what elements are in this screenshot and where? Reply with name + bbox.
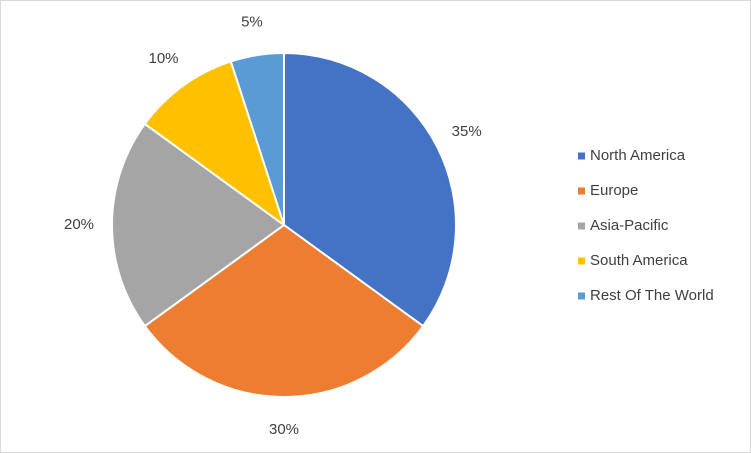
legend-marker (578, 222, 585, 230)
legend-marker (578, 257, 585, 265)
legend-label: South America (590, 252, 688, 269)
data-label: 20% (64, 216, 94, 233)
legend-label: Rest Of The World (590, 287, 714, 304)
pie-slice (143, 223, 425, 398)
legend-label: Europe (590, 182, 638, 199)
legend-marker (578, 187, 585, 195)
pie-slice (283, 51, 457, 328)
data-label: 5% (241, 13, 263, 30)
data-label: 35% (452, 123, 482, 140)
data-label: 10% (148, 50, 178, 67)
data-label: 30% (269, 421, 299, 438)
pie-slice (229, 51, 285, 226)
legend-label: Asia-Pacific (590, 217, 669, 234)
legend-marker (578, 152, 585, 160)
pie-slice (111, 122, 286, 328)
legend-label: North America (590, 147, 686, 164)
legend-marker (578, 292, 585, 300)
pie-slice (143, 60, 286, 228)
